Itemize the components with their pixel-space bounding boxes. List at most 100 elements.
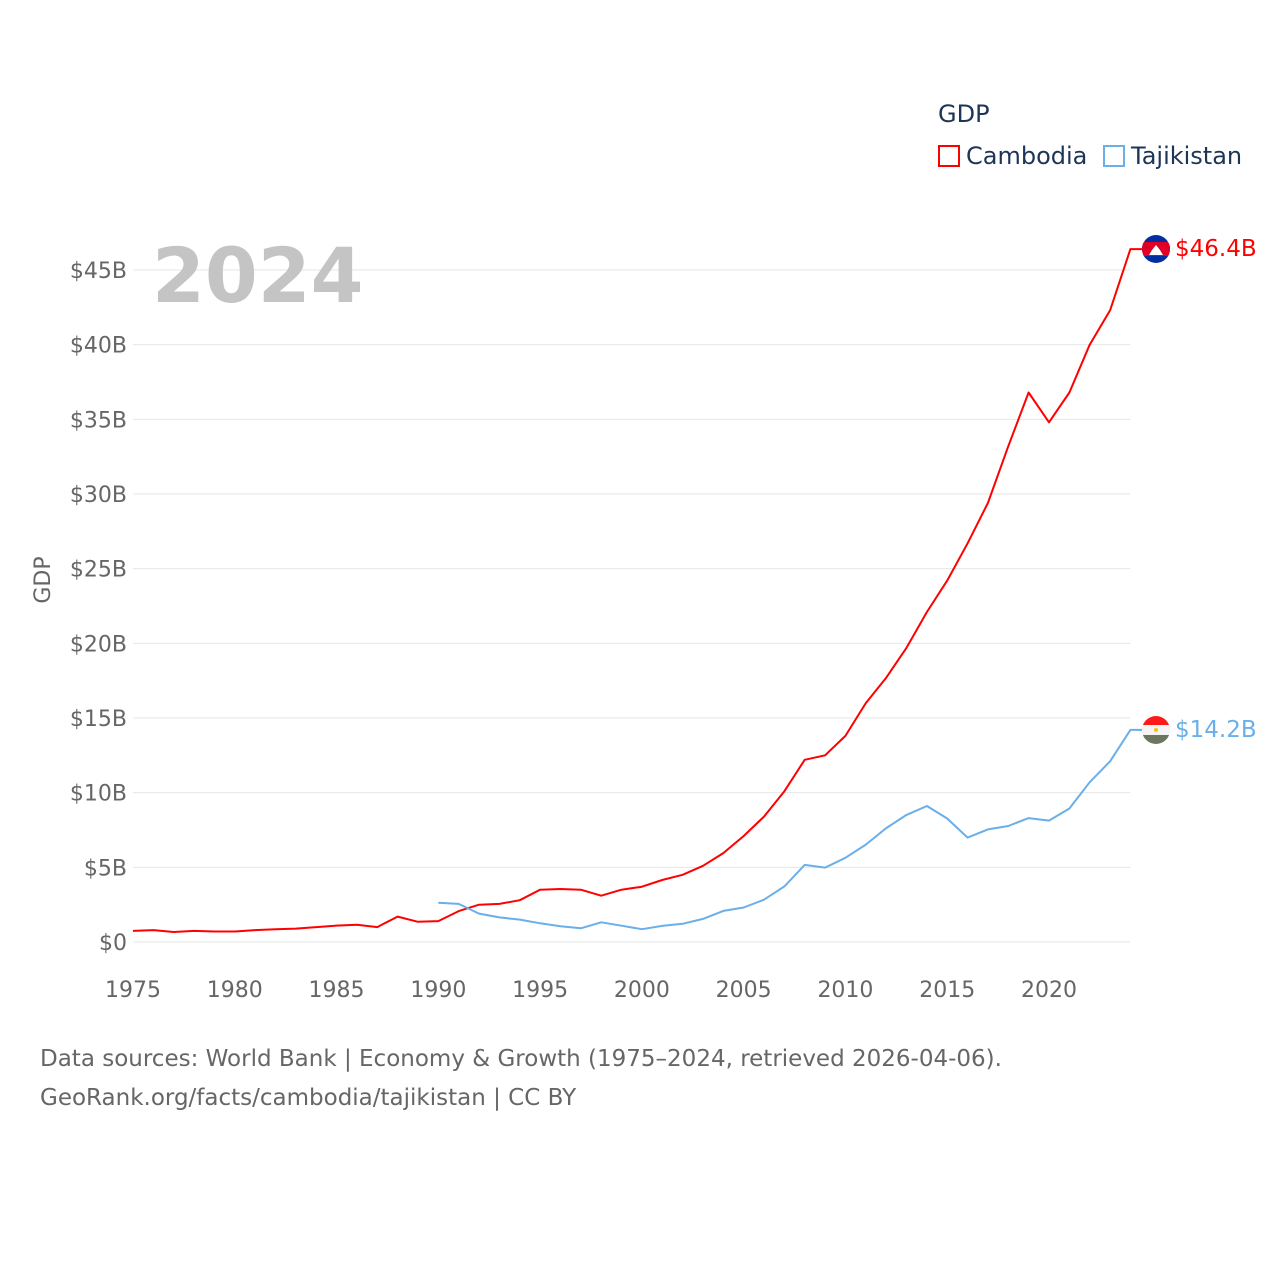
data-point-tajikistan	[558, 924, 562, 928]
data-point-cambodia	[518, 898, 522, 902]
data-point-tajikistan	[1108, 759, 1112, 763]
x-tick-label: 1975	[105, 978, 161, 1003]
data-point-cambodia	[701, 864, 705, 868]
legend-swatch	[1103, 145, 1125, 167]
data-point-cambodia	[416, 920, 420, 924]
y-tick-label: $45B	[70, 259, 127, 284]
x-tick-label: 2015	[919, 978, 975, 1003]
data-point-cambodia	[579, 888, 583, 892]
data-point-tajikistan	[884, 826, 888, 830]
data-point-tajikistan	[843, 856, 847, 860]
data-point-cambodia	[1027, 390, 1031, 394]
data-point-cambodia	[273, 927, 277, 931]
data-point-cambodia	[986, 501, 990, 505]
data-point-cambodia	[823, 753, 827, 757]
data-point-cambodia	[151, 928, 155, 932]
x-tick-label: 2005	[716, 978, 772, 1003]
data-point-tajikistan	[579, 926, 583, 930]
data-point-tajikistan	[803, 863, 807, 867]
data-point-tajikistan	[538, 921, 542, 925]
legend-label: Tajikistan	[1131, 142, 1243, 170]
data-point-cambodia	[192, 929, 196, 933]
x-tick-label: 2020	[1021, 978, 1077, 1003]
data-point-tajikistan	[945, 817, 949, 821]
data-point-cambodia	[375, 925, 379, 929]
data-point-tajikistan	[864, 843, 868, 847]
data-point-cambodia	[396, 915, 400, 919]
data-point-tajikistan	[518, 918, 522, 922]
data-point-tajikistan	[497, 915, 501, 919]
data-point-tajikistan	[436, 901, 440, 905]
tajikistan-flag-icon	[1142, 716, 1170, 744]
data-point-cambodia	[599, 894, 603, 898]
data-point-cambodia	[1067, 390, 1071, 394]
y-tick-label: $15B	[70, 707, 127, 732]
data-point-cambodia	[558, 887, 562, 891]
data-point-tajikistan	[966, 836, 970, 840]
data-point-tajikistan	[1047, 819, 1051, 823]
cambodia-end-label: $46.4B	[1175, 236, 1257, 262]
data-point-cambodia	[762, 815, 766, 819]
big-year-label: 2024	[152, 231, 364, 320]
data-point-cambodia	[742, 834, 746, 838]
data-point-tajikistan	[1128, 728, 1132, 732]
legend-title: GDP	[938, 100, 990, 128]
data-point-tajikistan	[782, 884, 786, 888]
y-tick-label: $25B	[70, 558, 127, 583]
data-point-cambodia	[1108, 308, 1112, 312]
legend-item-cambodia[interactable]: Cambodia	[938, 142, 1087, 170]
data-point-cambodia	[843, 734, 847, 738]
data-point-cambodia	[538, 888, 542, 892]
data-point-tajikistan	[1006, 824, 1010, 828]
data-point-tajikistan	[986, 827, 990, 831]
x-tick-label: 1990	[410, 978, 466, 1003]
y-tick-label: $35B	[70, 408, 127, 433]
data-point-cambodia	[1047, 420, 1051, 424]
data-point-tajikistan	[1088, 780, 1092, 784]
data-point-tajikistan	[660, 924, 664, 928]
cambodia-flag-icon	[1142, 235, 1170, 263]
data-point-cambodia	[1128, 247, 1132, 251]
x-tick-label: 1995	[512, 978, 568, 1003]
data-point-cambodia	[803, 758, 807, 762]
data-point-cambodia	[884, 676, 888, 680]
series-line-tajikistan	[438, 728, 1142, 931]
legend-item-tajikistan[interactable]: Tajikistan	[1103, 142, 1242, 170]
source-line: Data sources: World Bank | Economy & Gro…	[40, 1046, 1002, 1072]
data-point-tajikistan	[457, 902, 461, 906]
data-point-cambodia	[314, 925, 318, 929]
data-point-cambodia	[905, 646, 909, 650]
data-point-tajikistan	[620, 924, 624, 928]
data-point-tajikistan	[905, 813, 909, 817]
data-point-cambodia	[782, 789, 786, 793]
data-point-cambodia	[436, 919, 440, 923]
data-point-tajikistan	[742, 906, 746, 910]
data-point-tajikistan	[823, 866, 827, 870]
data-point-cambodia	[477, 903, 481, 907]
data-point-tajikistan	[925, 804, 929, 808]
data-point-cambodia	[640, 885, 644, 889]
data-point-cambodia	[864, 701, 868, 705]
data-point-cambodia	[966, 541, 970, 545]
data-point-cambodia	[131, 929, 135, 933]
y-tick-label: $30B	[70, 483, 127, 508]
data-point-cambodia	[620, 888, 624, 892]
x-tick-label: 1980	[207, 978, 263, 1003]
data-point-cambodia	[721, 851, 725, 855]
data-point-tajikistan	[640, 927, 644, 931]
data-point-cambodia	[355, 923, 359, 927]
attribution-line: GeoRank.org/facts/cambodia/tajikistan | …	[40, 1085, 577, 1111]
data-point-cambodia	[335, 924, 339, 928]
data-point-tajikistan	[721, 909, 725, 913]
data-point-cambodia	[1006, 444, 1010, 448]
data-point-tajikistan	[1067, 806, 1071, 810]
data-point-cambodia	[294, 927, 298, 931]
data-point-cambodia	[233, 930, 237, 934]
data-point-cambodia	[253, 928, 257, 932]
legend-label: Cambodia	[966, 142, 1088, 170]
data-point-tajikistan	[599, 920, 603, 924]
legend-swatch	[938, 145, 960, 167]
data-point-cambodia	[681, 873, 685, 877]
data-point-cambodia	[212, 930, 216, 934]
